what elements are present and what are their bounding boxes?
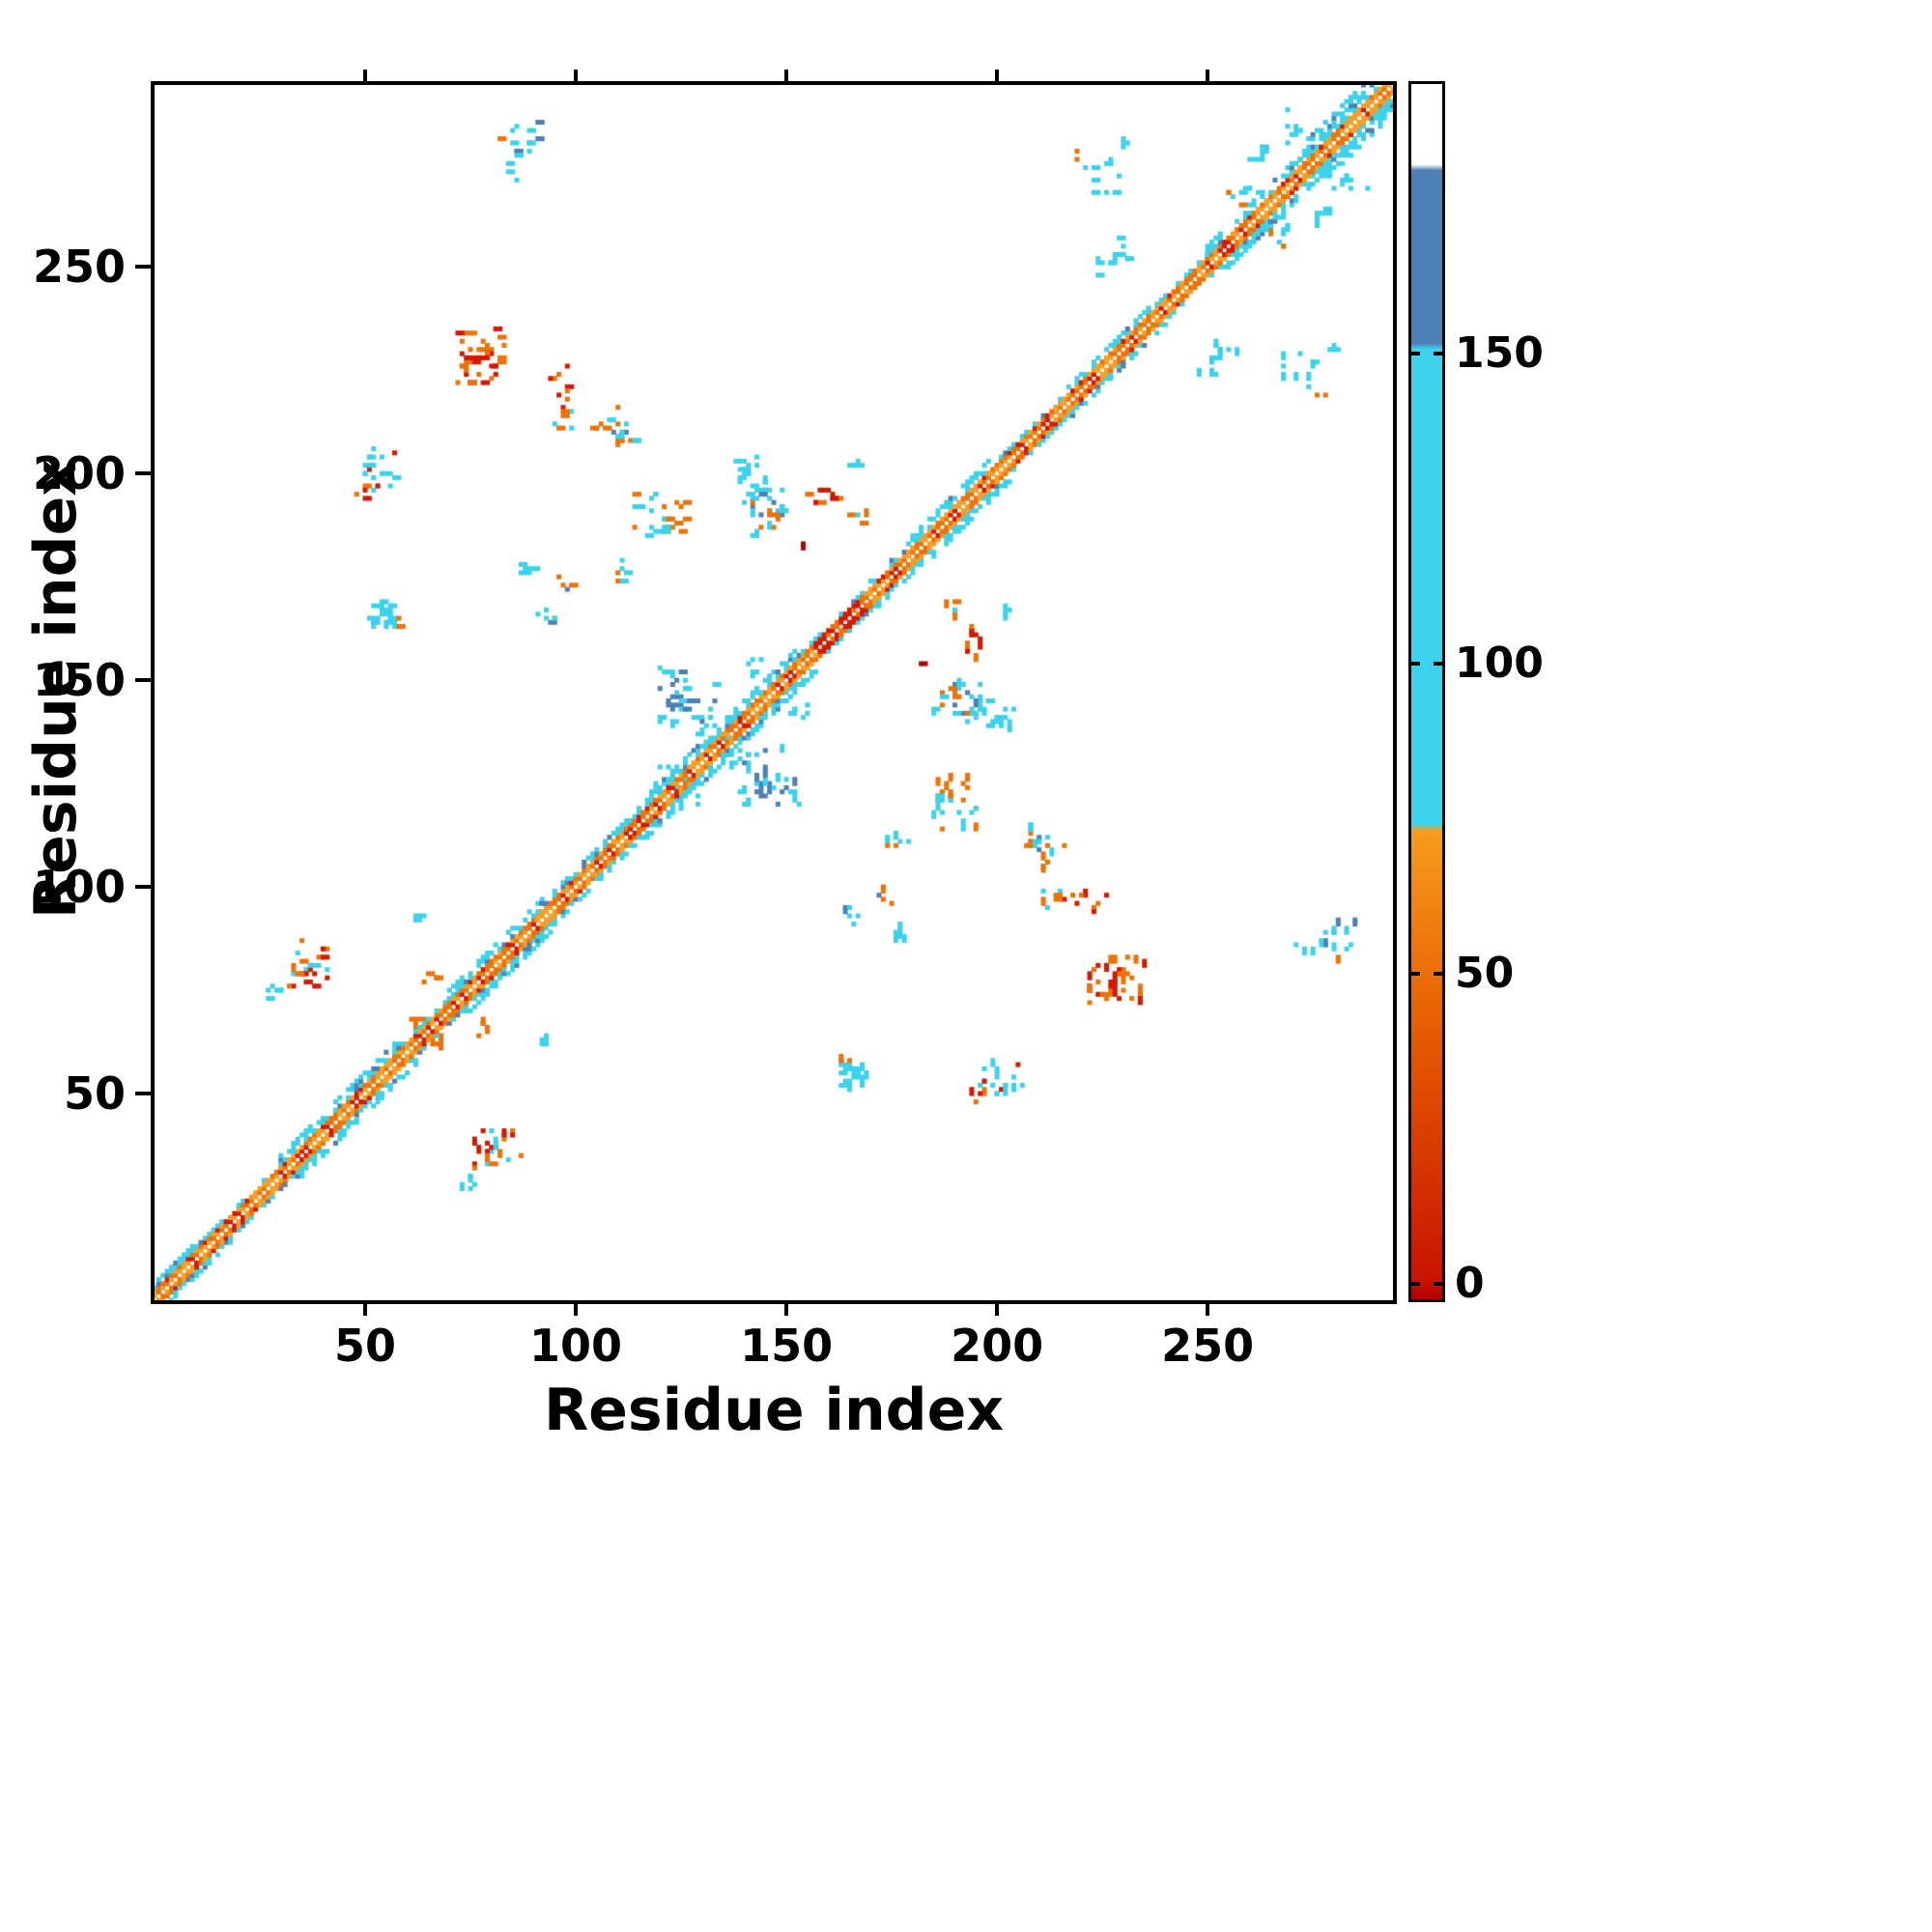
colorbar-tick-label: 150 xyxy=(1455,328,1544,379)
plot-area xyxy=(151,81,1397,1304)
colorbar-tick-mark-right xyxy=(1434,352,1445,356)
x-tick-mark-top xyxy=(1206,70,1210,85)
x-tick-mark-top xyxy=(784,70,789,85)
colorbar-tick-mark xyxy=(1408,1281,1420,1286)
x-tick-mark xyxy=(363,1300,368,1316)
colorbar xyxy=(1408,81,1445,1302)
y-tick-label: 200 xyxy=(32,447,126,500)
x-tick-mark-top xyxy=(995,70,1000,85)
x-tick-label: 250 xyxy=(1161,1320,1255,1372)
y-tick-mark xyxy=(135,265,151,270)
y-tick-mark xyxy=(135,1092,151,1096)
x-tick-label: 100 xyxy=(529,1320,623,1372)
x-axis-label: Residue index xyxy=(543,1377,1005,1444)
colorbar-tick-mark xyxy=(1408,352,1420,356)
colorbar-tick-mark-right xyxy=(1434,1281,1445,1286)
y-tick-label: 250 xyxy=(32,241,126,294)
x-tick-mark xyxy=(574,1300,579,1316)
y-tick-label: 150 xyxy=(32,654,126,707)
y-tick-mark xyxy=(135,471,151,476)
y-tick-mark xyxy=(135,678,151,683)
colorbar-tick-mark-right xyxy=(1434,971,1445,976)
colorbar-tick-mark xyxy=(1408,662,1420,667)
x-tick-mark xyxy=(995,1300,1000,1316)
x-tick-mark xyxy=(1206,1300,1210,1316)
colorbar-tick-label: 50 xyxy=(1455,948,1515,998)
colorbar-tick-label: 0 xyxy=(1455,1258,1485,1308)
y-tick-mark xyxy=(135,885,151,890)
x-tick-mark xyxy=(784,1300,789,1316)
x-tick-label: 50 xyxy=(334,1320,397,1372)
colorbar-tick-mark xyxy=(1408,971,1420,976)
x-tick-label: 150 xyxy=(740,1320,834,1372)
y-tick-label: 50 xyxy=(63,1067,126,1121)
x-tick-label: 200 xyxy=(951,1320,1044,1372)
x-tick-mark-top xyxy=(363,70,368,85)
contact-map-canvas xyxy=(155,85,1393,1300)
y-tick-label: 100 xyxy=(32,861,126,914)
x-tick-mark-top xyxy=(574,70,579,85)
colorbar-tick-label: 100 xyxy=(1455,639,1544,689)
colorbar-tick-mark-right xyxy=(1434,662,1445,667)
